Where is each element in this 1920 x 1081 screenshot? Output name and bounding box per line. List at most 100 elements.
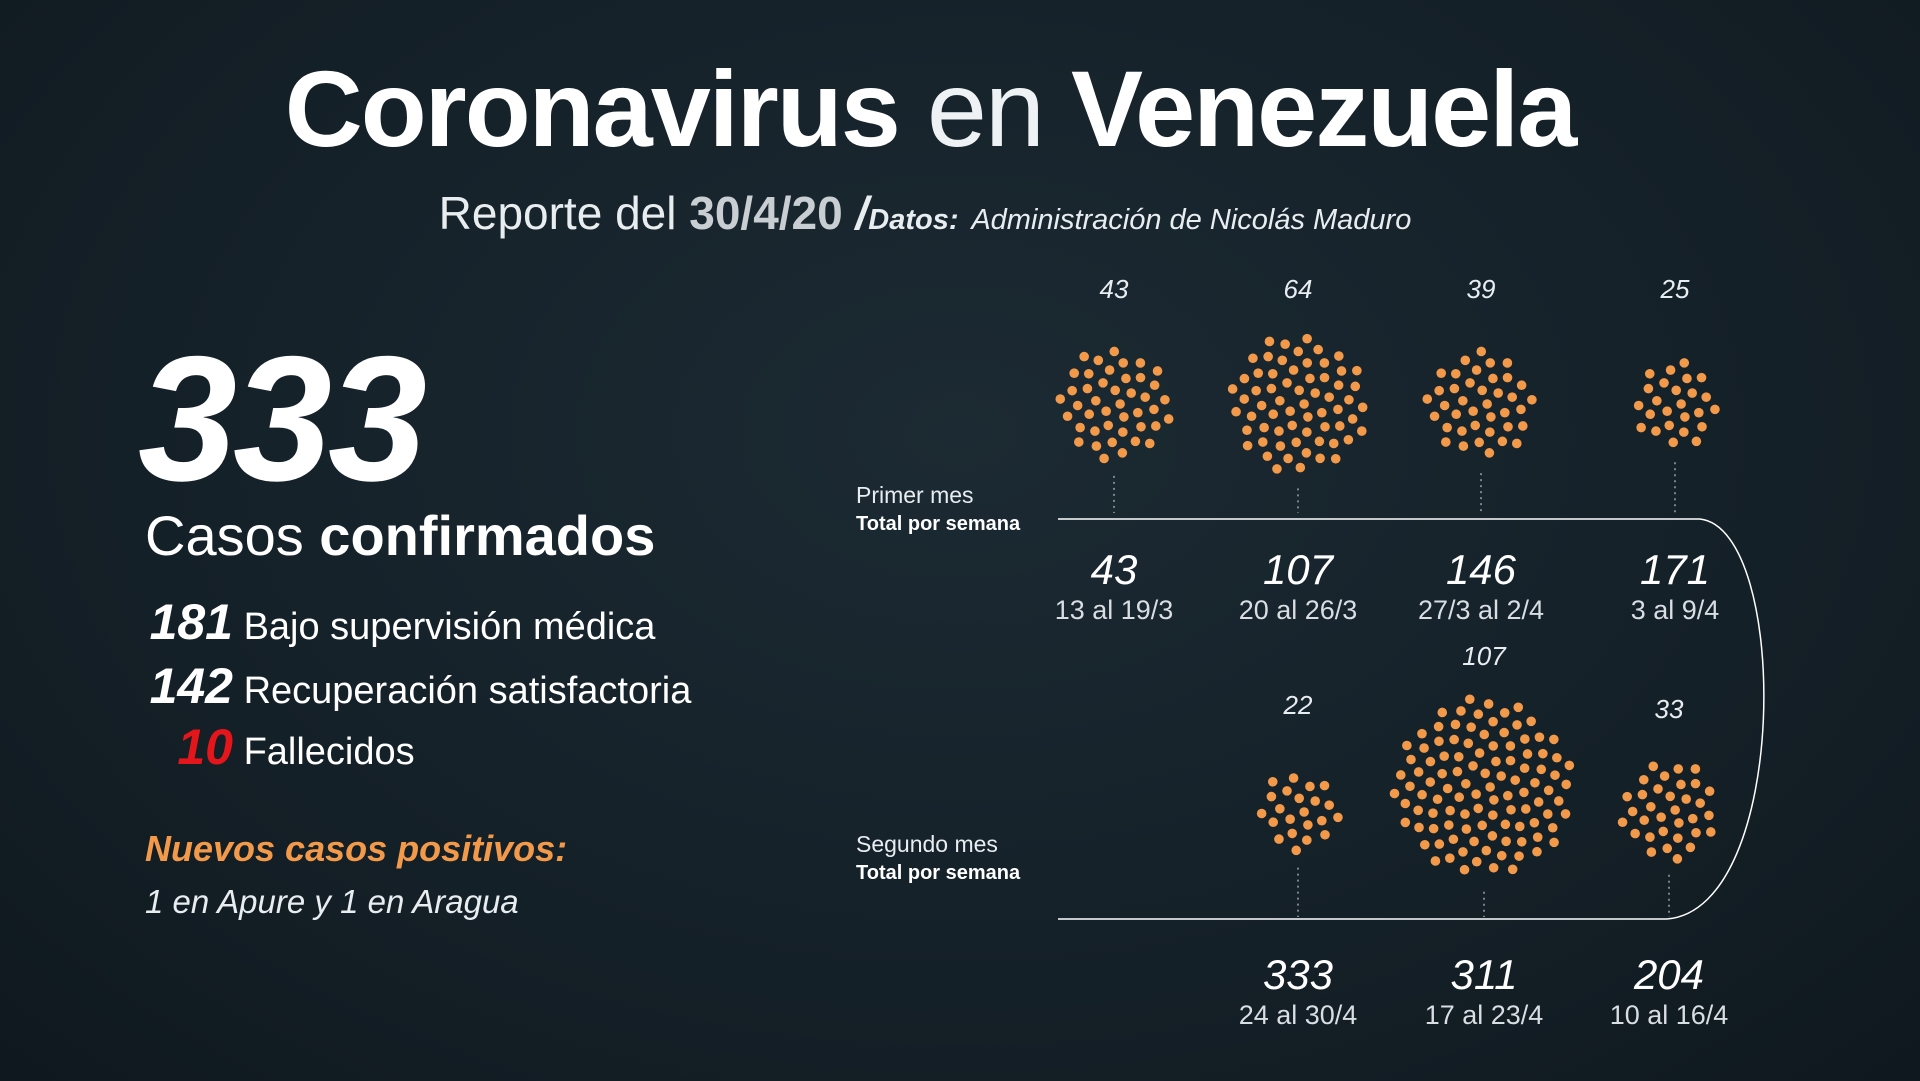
case-dot <box>1258 437 1268 447</box>
case-dot <box>1277 355 1288 366</box>
week-new-cases: 33 <box>1655 694 1684 724</box>
case-dot <box>1514 821 1525 832</box>
case-dot <box>1463 738 1474 749</box>
case-dot <box>1622 791 1632 802</box>
case-dot <box>1251 385 1261 396</box>
stat-recovered-label: Recuperación satisfactoria <box>243 670 692 712</box>
case-dot <box>1118 427 1128 437</box>
case-dot <box>1317 407 1327 418</box>
case-dot <box>1500 407 1510 418</box>
case-dot <box>1489 795 1499 805</box>
case-dot <box>1532 846 1542 857</box>
case-dot <box>1135 358 1146 368</box>
case-dot <box>1519 787 1529 798</box>
case-dot <box>1449 383 1460 394</box>
case-dot <box>1522 749 1533 759</box>
case-dot <box>1315 453 1325 464</box>
case-dot <box>1444 820 1454 830</box>
case-dot <box>1406 754 1416 765</box>
stat-deaths-value: 10 <box>177 719 233 775</box>
case-dot <box>1488 810 1498 820</box>
case-dot <box>1673 764 1684 774</box>
case-dot <box>1690 778 1701 789</box>
case-dot <box>1471 789 1481 799</box>
case-dot <box>1701 392 1712 402</box>
case-dot <box>1645 409 1656 420</box>
case-dot <box>1419 743 1429 753</box>
case-dot <box>1429 411 1440 422</box>
case-dot <box>1479 729 1490 740</box>
case-dot <box>1299 807 1309 817</box>
case-dot <box>1676 779 1686 790</box>
case-dot <box>1434 839 1445 849</box>
case-dot <box>1473 709 1484 720</box>
case-dot <box>1696 372 1707 383</box>
case-dot <box>1550 770 1560 780</box>
month-sublabel: Total por semana <box>856 862 1021 884</box>
case-dot <box>1505 755 1516 766</box>
case-dot <box>1282 378 1292 388</box>
case-dot <box>1516 836 1527 847</box>
case-dot <box>1264 336 1275 347</box>
case-dot <box>1328 438 1339 449</box>
week-cumulative-total: 311 <box>1451 951 1518 998</box>
case-dot <box>1259 422 1269 433</box>
case-dot <box>1079 351 1089 362</box>
weekly-bubbles <box>1055 333 1720 875</box>
case-dot <box>1417 789 1427 800</box>
case-dot <box>1149 404 1159 415</box>
case-dot <box>1450 719 1461 730</box>
case-dot <box>1313 344 1323 355</box>
week-cumulative-total: 171 <box>1640 546 1710 593</box>
case-dot <box>1293 346 1304 357</box>
case-dot <box>1553 796 1564 806</box>
case-dot <box>1118 358 1129 368</box>
case-dot <box>1502 358 1513 368</box>
case-dot <box>1464 694 1475 705</box>
case-dot <box>1400 798 1411 809</box>
case-dot <box>1518 421 1528 431</box>
case-dot <box>1433 721 1444 732</box>
case-dot <box>1302 427 1312 437</box>
case-dot <box>1319 780 1330 791</box>
case-dot <box>1488 373 1498 384</box>
case-dot <box>1333 380 1344 391</box>
case-dot <box>1487 831 1498 841</box>
report-date: 30/4/20 <box>689 187 843 239</box>
case-dot <box>1441 437 1451 447</box>
case-dot <box>1275 803 1285 814</box>
case-dot <box>1516 404 1526 415</box>
case-dot <box>1552 752 1562 763</box>
case-dot <box>1476 346 1487 357</box>
case-dot <box>1310 388 1321 398</box>
case-dot <box>1627 806 1638 817</box>
case-dot <box>1639 815 1650 826</box>
case-dot <box>1690 764 1701 774</box>
case-dot <box>1710 404 1720 415</box>
case-dot <box>1317 815 1327 826</box>
case-dot <box>1287 828 1298 839</box>
case-dot <box>1067 385 1077 396</box>
case-dot <box>1062 411 1073 422</box>
case-dot <box>1428 808 1438 818</box>
case-dot <box>1636 422 1646 433</box>
case-dot <box>1488 741 1499 751</box>
case-dot <box>1471 365 1482 375</box>
case-dot <box>1133 407 1143 418</box>
case-dot <box>1130 436 1141 447</box>
case-dot <box>1389 788 1400 799</box>
case-dot <box>1288 365 1299 375</box>
stat-deaths: 10 Fallecidos <box>145 719 414 775</box>
case-bubble-6 <box>1617 761 1716 864</box>
case-dot <box>1520 734 1530 744</box>
case-dot <box>1272 464 1282 474</box>
case-dot <box>1468 761 1478 771</box>
case-dot <box>1160 394 1170 405</box>
source-label: Datos: <box>868 204 959 236</box>
case-dot <box>1334 351 1344 361</box>
case-dot <box>1685 842 1696 853</box>
case-dot <box>1450 368 1461 379</box>
case-dot <box>1468 406 1478 416</box>
case-dot <box>1103 420 1114 431</box>
